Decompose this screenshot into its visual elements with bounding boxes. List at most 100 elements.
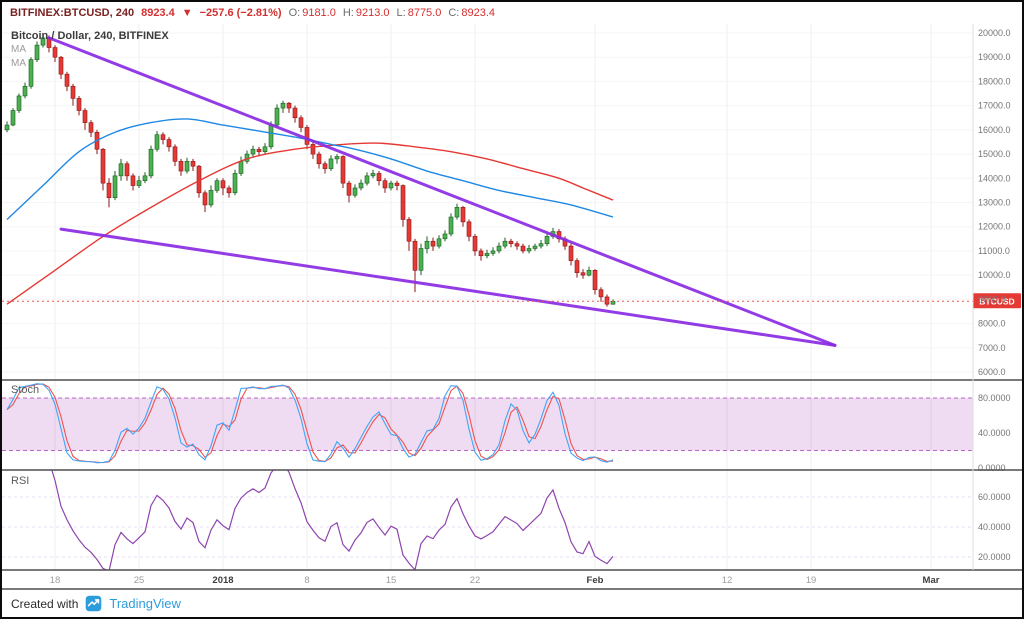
candle-down [286, 102, 292, 109]
candle-down [514, 243, 520, 247]
candle-up [496, 245, 502, 252]
candle-down [202, 192, 208, 206]
candle-up [112, 175, 118, 198]
candle-down [574, 260, 580, 274]
candle-up [238, 161, 244, 174]
candle-down [256, 148, 262, 152]
candle-down [592, 270, 598, 290]
chart-canvas[interactable]: BTCUSD 20000.0 19000.0 18000.0 17000.0 16000.… [2, 24, 1022, 590]
candle-down [322, 163, 328, 169]
price-axis-label: 15000.0 [978, 149, 1011, 159]
price-axis-label: 17000.0 [978, 101, 1011, 111]
candle-up [526, 248, 532, 252]
time-axis-label: Mar [923, 575, 940, 586]
candle-down [226, 187, 232, 194]
price-change: −257.6 (−2.81%) [199, 7, 282, 19]
candle-down [52, 47, 58, 58]
created-with-label: Created with [11, 596, 79, 611]
candle-down [406, 219, 412, 242]
candle-up [364, 175, 370, 184]
direction-arrow-icon: ▼ [181, 7, 193, 19]
candle-down [604, 296, 610, 305]
time-axis-label: 19 [806, 575, 817, 586]
candle-up [244, 153, 250, 162]
candle-up [28, 59, 34, 87]
candle-up [148, 148, 154, 177]
chart-background [2, 24, 1022, 590]
candle-down [100, 148, 106, 184]
price-axis-label: 20000.0 [978, 28, 1011, 38]
candle-up [208, 190, 214, 206]
stoch-pane-label: Stoch [11, 384, 40, 396]
current-price-tag-text: BTCUSD [979, 297, 1014, 307]
candle-up [448, 216, 454, 235]
candle-up [250, 148, 256, 155]
grid-lines [2, 24, 973, 570]
candle-down [466, 221, 472, 237]
chart-legend: Bitcoin / Dollar, 240, BITFINEX MA MA [11, 29, 169, 71]
candle-up [34, 44, 40, 60]
candle-down [160, 134, 166, 140]
time-axis-label: 25 [134, 575, 145, 586]
candle-up [142, 175, 148, 182]
time-axis[interactable]: 18 25 2018 8 15 22 Feb 12 19 Mar [50, 575, 940, 586]
time-axis-label: 18 [50, 575, 61, 586]
candle-up [268, 124, 274, 148]
open-value: O: 9181.0 [288, 7, 336, 19]
candle-down [292, 107, 298, 119]
candle-up [214, 180, 220, 191]
symbol-info-bar: BITFINEX:BTCUSD, 240 8923.4 ▼ −257.6 (−2… [2, 2, 1022, 24]
candle-up [586, 270, 592, 276]
candle-up [502, 240, 508, 247]
time-axis-label: 2018 [212, 575, 233, 586]
candle-up [334, 156, 340, 160]
candle-up [532, 245, 538, 249]
candle-down [508, 240, 514, 244]
candle-up [436, 238, 442, 247]
price-axis[interactable]: 20000.0 19000.0 18000.0 17000.0 16000.0 15000… [978, 28, 1011, 377]
price-axis-label: 12000.0 [978, 222, 1011, 232]
rsi-axis-label: 20.0000 [978, 552, 1011, 562]
candle-down [88, 122, 94, 133]
candle-up [388, 182, 394, 189]
legend-ma1: MA [11, 44, 26, 55]
candle-down [58, 56, 64, 75]
time-axis-label: 8 [304, 575, 309, 586]
candle-down [478, 250, 484, 257]
rsi-axis-label: 60.0000 [978, 492, 1011, 502]
low-value: L: 8775.0 [396, 7, 442, 19]
high-value: H: 9213.0 [342, 7, 390, 19]
stoch-axis-label: 80.0000 [978, 393, 1011, 403]
candle-down [106, 182, 112, 198]
price-axis-label: 6000.0 [978, 367, 1006, 377]
ma-slow-line [6, 142, 614, 305]
price-axis-label: 14000.0 [978, 173, 1011, 183]
candle-down [400, 185, 406, 220]
time-axis-label: Feb [587, 575, 604, 586]
candle-down [310, 144, 316, 155]
rsi-pane-label: RSI [11, 475, 30, 487]
candle-up [454, 207, 460, 218]
price-axis-label: 18000.0 [978, 76, 1011, 86]
upper-trendline [47, 36, 837, 347]
tradingview-brand-link[interactable]: TradingView [109, 596, 181, 611]
price-axis-label: 13000.0 [978, 198, 1011, 208]
candle-up [16, 95, 22, 111]
stoch-axis-label: 40.0000 [978, 428, 1011, 438]
candle-up [328, 158, 334, 169]
candle-down [220, 180, 226, 189]
candle-up [22, 85, 28, 97]
candle-down [82, 110, 88, 123]
candle-up [118, 163, 124, 177]
candle-down [598, 289, 604, 298]
candle-up [538, 243, 544, 247]
candle-up [424, 240, 430, 249]
candle-down [472, 236, 478, 252]
candle-up [358, 182, 364, 189]
candle-up [490, 250, 496, 254]
candle-down [340, 156, 346, 184]
rsi-line [51, 470, 614, 570]
price-axis-label: 7000.0 [978, 343, 1006, 353]
price-axis-label: 8000.0 [978, 319, 1006, 329]
